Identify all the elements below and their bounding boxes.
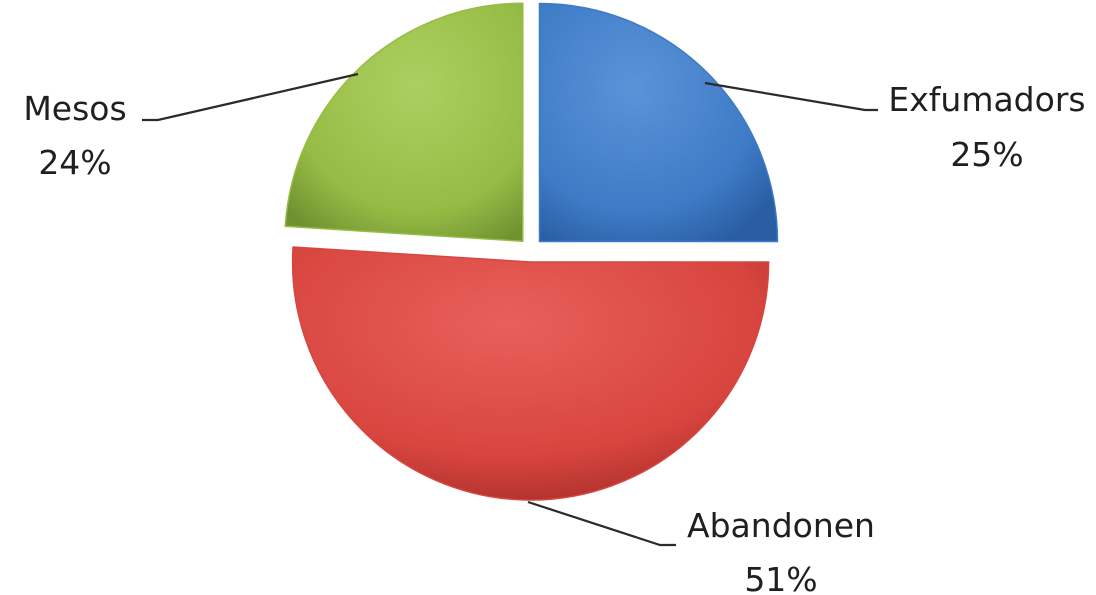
leader-line-exfumadors (704, 81, 878, 112)
leader-line-abandonen (527, 500, 676, 547)
slice-percent-mesos: 24% (38, 143, 111, 182)
slice-percent-abandonen: 51% (744, 560, 817, 595)
pie-slice-mesos (284, 2, 524, 243)
slice-labels: Exfumadors 25% Abandonen 51% Mesos 24% (23, 80, 1085, 595)
slice-name-mesos: Mesos (23, 89, 126, 128)
slice-name-exfumadors: Exfumadors (888, 80, 1085, 119)
leader-lines (142, 72, 878, 547)
pie-slice-exfumadors (538, 2, 779, 243)
leader-line-mesos (142, 72, 359, 122)
pie-slices (284, 2, 779, 501)
slice-percent-exfumadors: 25% (950, 135, 1023, 174)
slice-name-abandonen: Abandonen (687, 506, 875, 545)
pie-slice-abandonen (291, 246, 770, 501)
